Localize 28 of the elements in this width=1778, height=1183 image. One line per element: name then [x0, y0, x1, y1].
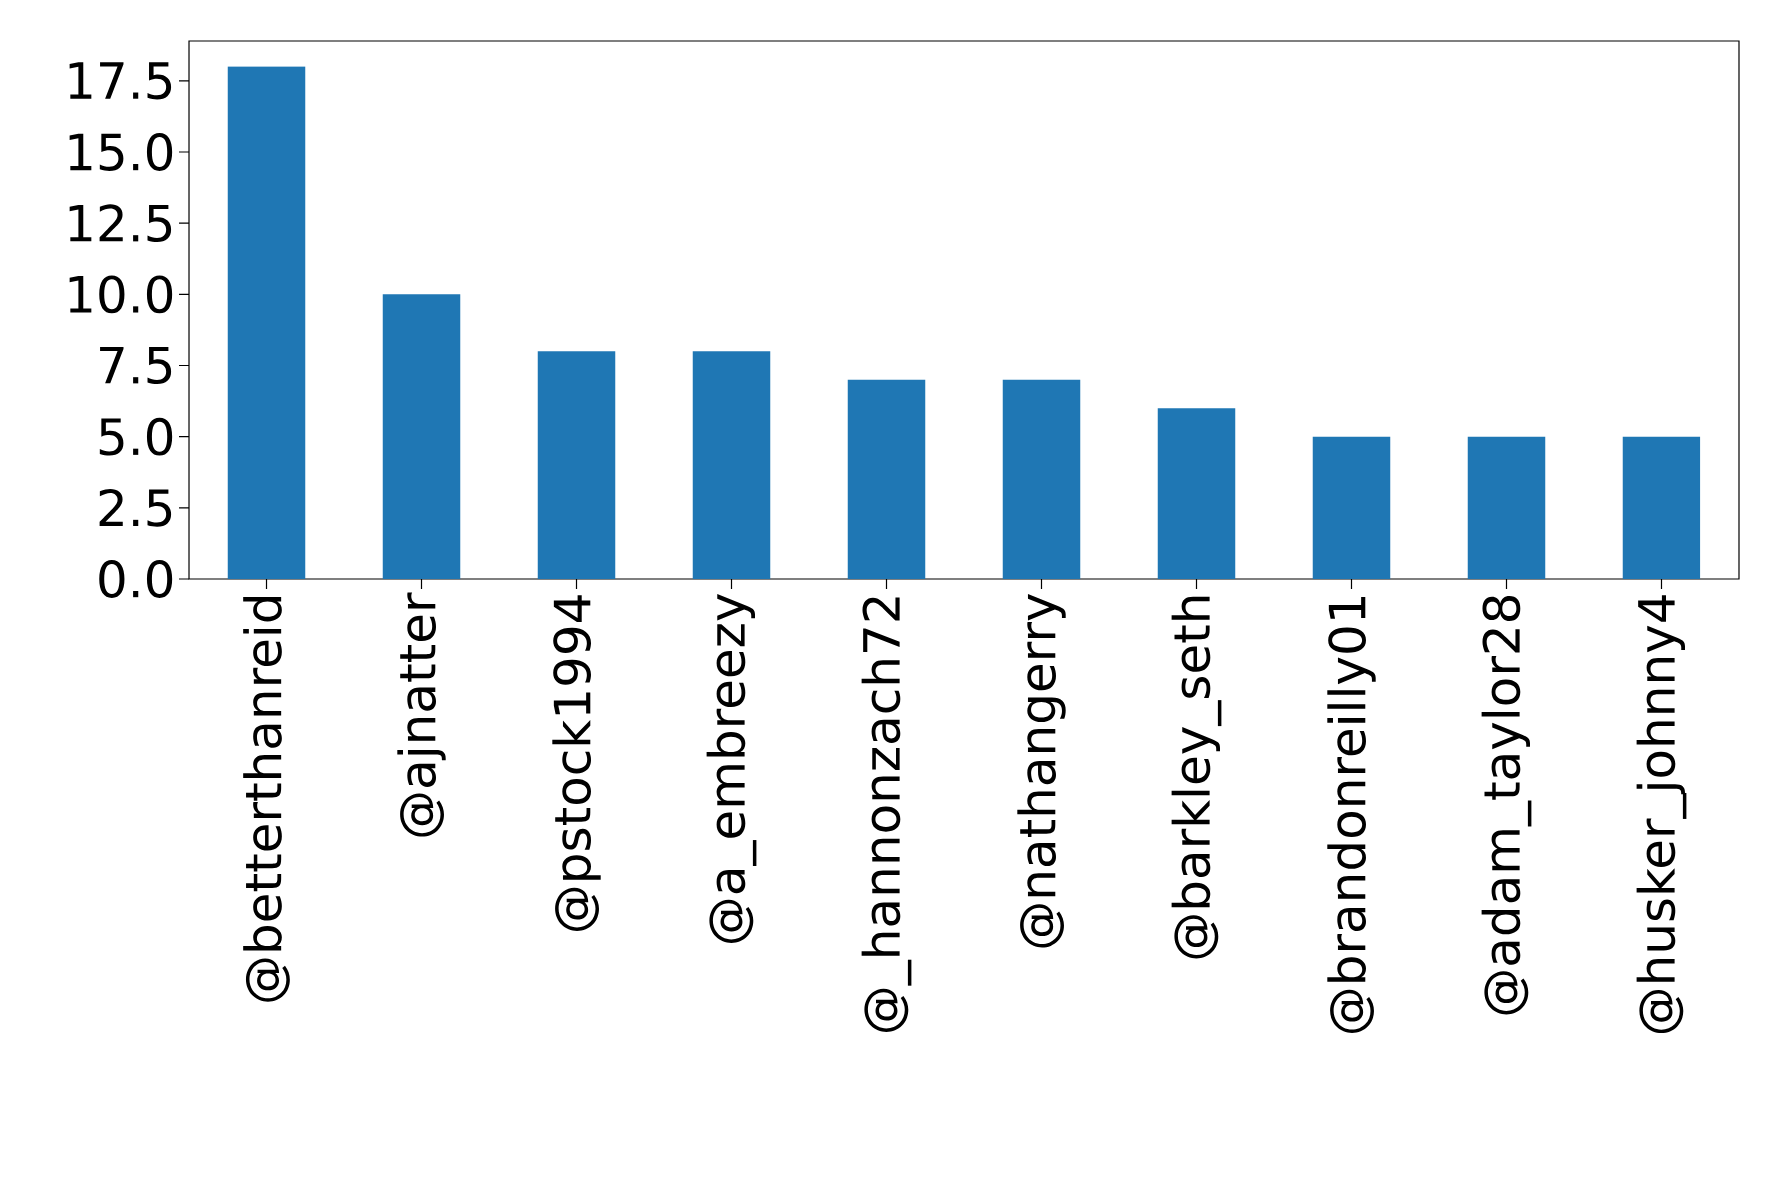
- bar: [1002, 379, 1081, 579]
- y-tick-label: 12.5: [69, 204, 172, 243]
- bar: [537, 351, 616, 579]
- bar: [227, 66, 306, 579]
- y-tick-label: 7.5: [100, 346, 172, 385]
- bar: [1622, 436, 1701, 579]
- y-tick-label: 15.0: [69, 133, 173, 171]
- bar: [382, 294, 461, 579]
- x-tick-label: @betterthanreid: [243, 597, 290, 1002]
- y-tick-label: 10.0: [69, 275, 173, 314]
- y-tick-label: 0.0: [99, 560, 173, 598]
- x-tick-label: @ajnatter: [397, 592, 446, 837]
- bar: [1157, 408, 1236, 579]
- bar: [692, 351, 771, 579]
- x-tick-label: @husker_johnny4: [1636, 595, 1687, 1034]
- y-tick-label: 17.5: [69, 62, 172, 100]
- bar: [1467, 436, 1546, 579]
- x-tick-label: @adam_taylor28: [1481, 595, 1532, 1015]
- x-tick-label: @pstock1994: [552, 595, 601, 931]
- y-tick-label: 5.0: [99, 417, 173, 456]
- x-tick-label: @barkley_seth: [1171, 596, 1222, 959]
- y-tick-label: 2.5: [99, 488, 172, 527]
- x-tick-label: @nathangerry: [1017, 593, 1066, 948]
- bar: [1312, 436, 1391, 579]
- bar: [847, 379, 926, 579]
- x-tick-label: @a_embreezy: [706, 593, 757, 943]
- x-tick-label: @_hannonzach72: [861, 597, 912, 1032]
- x-tick-label: @brandonreilly01: [1327, 597, 1376, 1033]
